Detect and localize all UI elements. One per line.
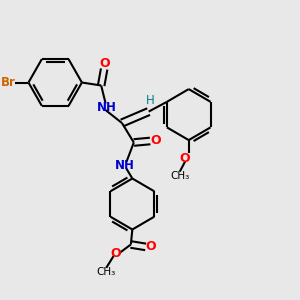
Text: Br: Br [1, 76, 16, 89]
Text: O: O [100, 57, 110, 70]
Text: O: O [146, 240, 156, 254]
Text: O: O [111, 247, 121, 260]
Text: CH₃: CH₃ [97, 267, 116, 278]
Text: NH: NH [115, 159, 135, 172]
Text: NH: NH [97, 100, 117, 114]
Text: H: H [146, 94, 154, 107]
Text: CH₃: CH₃ [170, 171, 189, 181]
Text: O: O [180, 152, 190, 165]
Text: O: O [150, 134, 161, 147]
